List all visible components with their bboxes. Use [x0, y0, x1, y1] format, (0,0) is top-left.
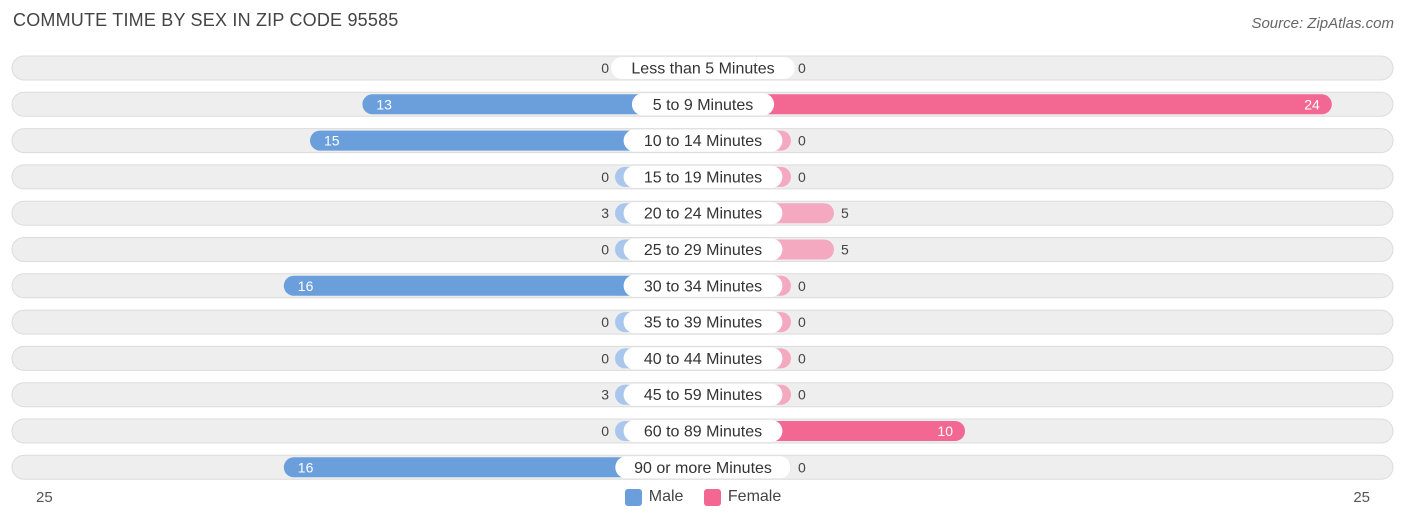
bar-male	[283, 275, 703, 296]
value-label-male: 15	[324, 133, 340, 149]
category-label: 20 to 24 Minutes	[644, 206, 762, 223]
chart-row: 16 0 30 to 34 Minutes	[11, 273, 1394, 299]
bar-female	[703, 94, 1332, 115]
legend-item-female: Female	[703, 488, 782, 506]
value-label-male: 0	[601, 350, 609, 366]
category-pill	[623, 311, 783, 334]
value-label-male: 13	[376, 96, 392, 112]
category-label: Less than 5 Minutes	[631, 61, 774, 78]
value-label-male: 16	[298, 459, 314, 475]
legend: Male Female	[0, 488, 1406, 511]
category-label: 25 to 29 Minutes	[644, 242, 762, 259]
chart-title: COMMUTE TIME BY SEX IN ZIP CODE 95585	[13, 10, 399, 30]
bar-male	[283, 457, 703, 478]
category-pill	[623, 202, 783, 225]
category-label: 40 to 44 Minutes	[644, 351, 762, 368]
bar-male	[310, 130, 703, 151]
chart-row: 13 24 5 to 9 Minutes	[11, 91, 1394, 117]
value-label-male: 0	[601, 60, 609, 76]
category-pill	[623, 420, 783, 442]
legend-swatch-female	[703, 488, 721, 506]
value-label-female: 0	[798, 350, 806, 366]
legend-label-male: Male	[648, 488, 684, 505]
axis-right-label: 25	[1353, 489, 1370, 506]
chart-source: Source: ZipAtlas.com	[1251, 15, 1394, 32]
chart-row: 0 0 15 to 19 Minutes	[11, 164, 1394, 190]
value-label-female: 24	[1304, 96, 1320, 112]
category-label: 30 to 34 Minutes	[644, 278, 762, 295]
category-pill	[623, 383, 783, 406]
category-pill	[623, 165, 783, 188]
chart-row: 0 0 35 to 39 Minutes	[11, 309, 1394, 335]
value-label-male: 3	[601, 205, 609, 221]
value-label-female: 0	[798, 459, 806, 475]
category-label: 60 to 89 Minutes	[644, 424, 762, 441]
value-label-female: 0	[798, 60, 806, 76]
value-label-female: 0	[798, 278, 806, 294]
category-pill	[623, 274, 783, 297]
chart-row: 0 0 Less than 5 Minutes	[11, 55, 1394, 81]
chart-row: 15 0 10 to 14 Minutes	[11, 128, 1394, 154]
value-label-female: 0	[798, 387, 806, 403]
value-label-female: 5	[841, 205, 849, 221]
legend-label-female: Female	[727, 488, 782, 505]
value-label-female: 0	[798, 169, 806, 185]
chart-row: 16 0 90 or more Minutes	[11, 454, 1394, 480]
category-label: 45 to 59 Minutes	[644, 387, 762, 404]
category-label: 35 to 39 Minutes	[644, 315, 762, 332]
value-label-female: 0	[798, 314, 806, 330]
bar-male	[362, 94, 703, 115]
category-pill	[631, 93, 775, 116]
axis-left-label: 25	[36, 489, 53, 506]
value-label-male: 0	[601, 169, 609, 185]
value-label-male: 16	[298, 278, 314, 294]
chart-row: 0 5 25 to 29 Minutes	[11, 237, 1394, 262]
chart-row: 0 0 40 to 44 Minutes	[11, 345, 1394, 371]
value-label-male: 0	[601, 423, 609, 439]
chart-row: 3 5 20 to 24 Minutes	[11, 200, 1394, 226]
legend-item-male: Male	[624, 488, 684, 506]
category-pill	[615, 456, 791, 479]
value-label-male: 0	[601, 242, 609, 258]
category-label: 90 or more Minutes	[634, 460, 772, 477]
category-label: 15 to 19 Minutes	[644, 169, 762, 186]
category-pill	[623, 238, 783, 261]
legend-swatch-male	[624, 488, 642, 506]
value-label-female: 0	[798, 133, 806, 149]
category-pill	[623, 129, 783, 152]
chart-row: 0 10 60 to 89 Minutes	[11, 418, 1394, 444]
value-label-male: 0	[601, 314, 609, 330]
chart-row: 3 0 45 to 59 Minutes	[11, 382, 1394, 408]
category-pill	[611, 57, 795, 79]
category-label: 10 to 14 Minutes	[644, 133, 762, 150]
category-pill	[623, 347, 783, 370]
value-label-male: 3	[601, 387, 609, 403]
value-label-female: 5	[841, 242, 849, 258]
value-label-female: 10	[937, 423, 953, 439]
category-label: 5 to 9 Minutes	[653, 97, 754, 114]
